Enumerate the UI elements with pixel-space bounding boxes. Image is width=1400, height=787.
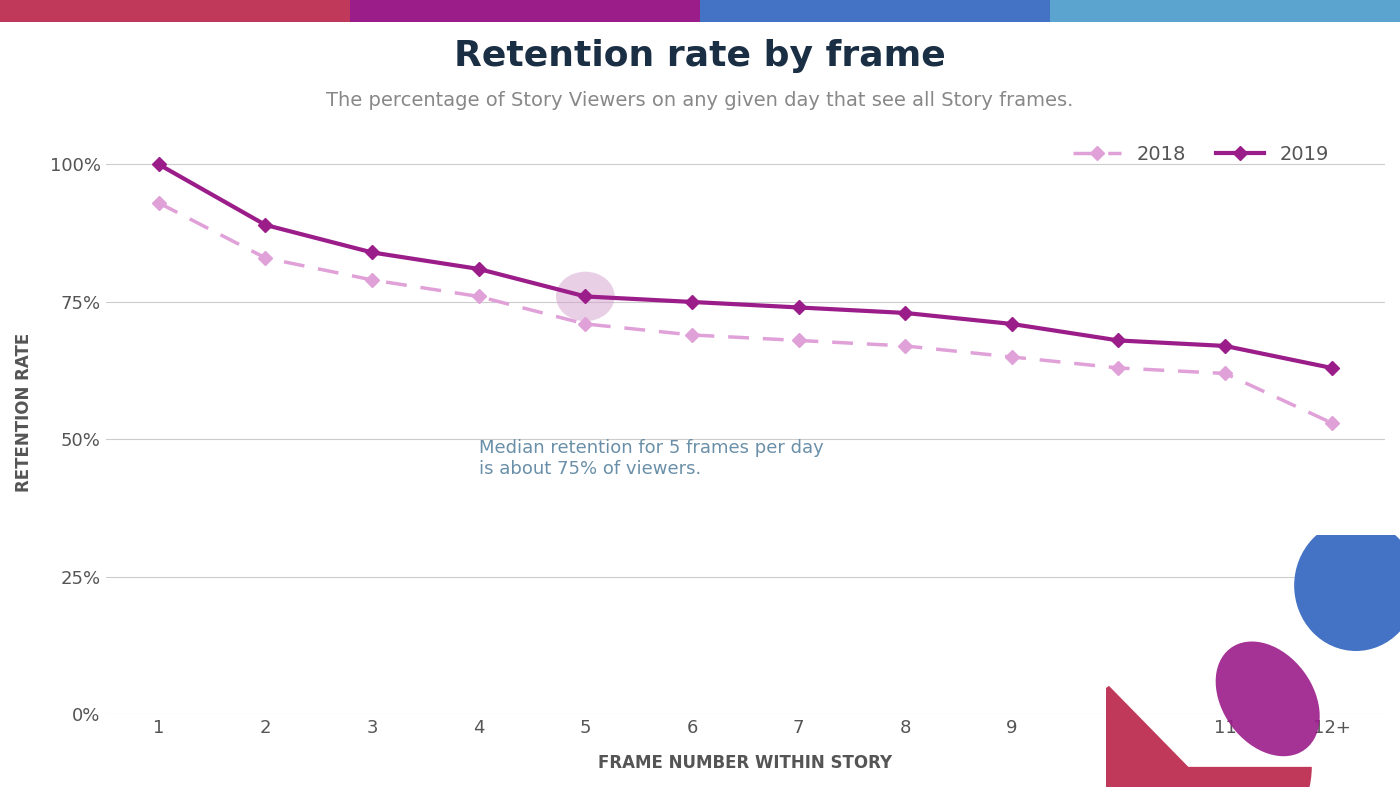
X-axis label: FRAME NUMBER WITHIN STORY: FRAME NUMBER WITHIN STORY	[598, 754, 892, 772]
Bar	[0, 0, 350, 44]
Text: Retention rate by frame: Retention rate by frame	[454, 39, 946, 73]
Ellipse shape	[1215, 641, 1320, 756]
Ellipse shape	[1294, 520, 1400, 651]
Ellipse shape	[556, 272, 615, 321]
Text: The percentage of Story Viewers on any given day that see all Story frames.: The percentage of Story Viewers on any g…	[326, 91, 1074, 109]
Text: Median retention for 5 frames per day
is about 75% of viewers.: Median retention for 5 frames per day is…	[479, 439, 823, 478]
Bar	[350, 0, 700, 44]
Bar	[700, 0, 1050, 44]
Legend: 2018, 2019: 2018, 2019	[1065, 137, 1337, 172]
Y-axis label: RETENTION RATE: RETENTION RATE	[15, 332, 34, 492]
Bar	[1050, 0, 1400, 44]
Text: IQ: IQ	[1243, 721, 1284, 754]
Wedge shape	[1065, 685, 1312, 787]
Text: Rival: Rival	[1238, 682, 1289, 702]
